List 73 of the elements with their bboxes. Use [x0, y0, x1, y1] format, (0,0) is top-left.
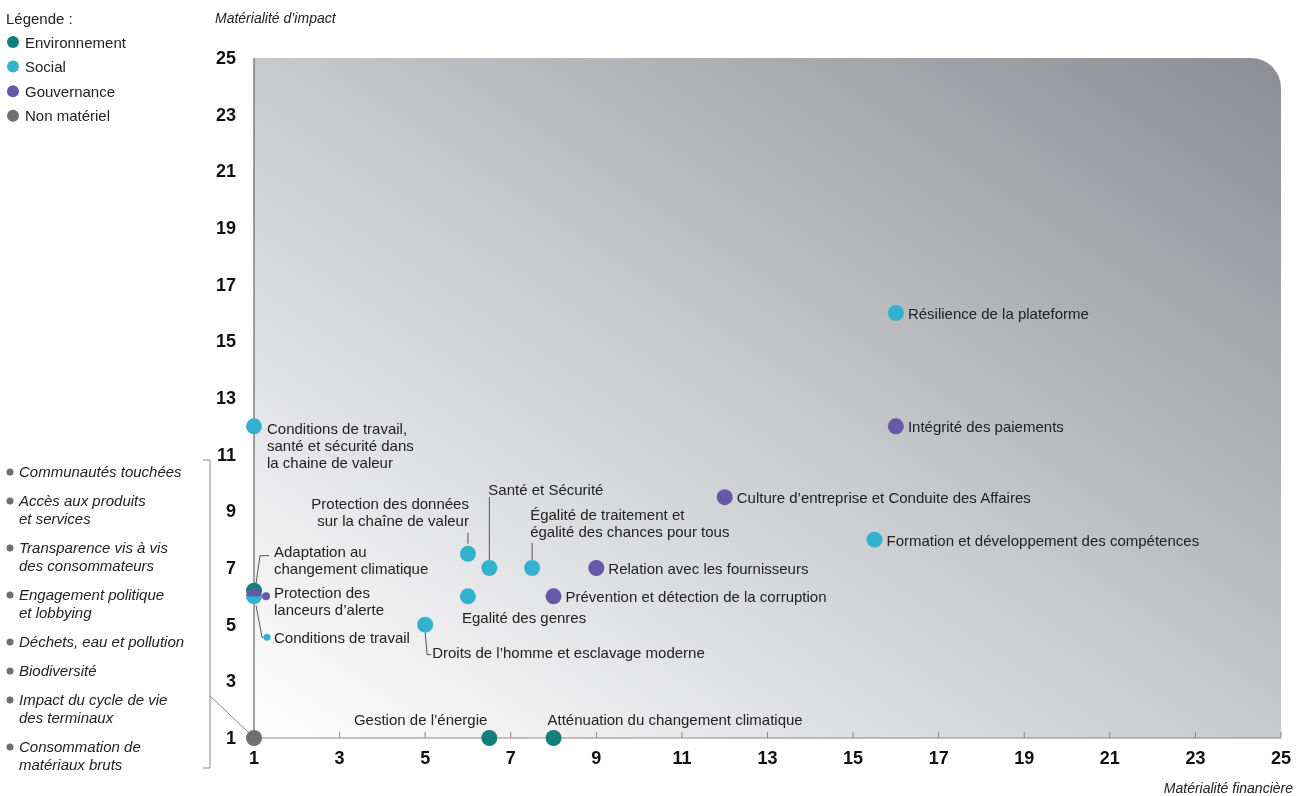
- y-tick-label: 15: [215, 331, 236, 352]
- x-tick-label: 9: [591, 748, 602, 768]
- annotation: Atténuation du changement climatique: [547, 710, 803, 728]
- text: Biodiversité: [19, 661, 97, 679]
- point: [716, 489, 733, 506]
- annotation: Adaptation au changement climatique: [274, 542, 429, 577]
- point: [545, 588, 562, 605]
- annotation: Culture d’entreprise et Conduite des Affaires: [736, 488, 1031, 506]
- y-tick-label: 19: [215, 218, 236, 238]
- y-tick-label: 17: [215, 274, 236, 295]
- legend-label: Environnement: [25, 33, 127, 51]
- y-tick-label: 21: [215, 161, 236, 182]
- x-tick-label: 25: [1270, 748, 1292, 768]
- x-tick-label: 13: [757, 748, 778, 768]
- legend-title: Légende :: [6, 9, 73, 27]
- y-tick-label: 1: [225, 728, 236, 748]
- point: [246, 418, 262, 435]
- annotation: Droits de l’homme et esclavage moderne: [432, 643, 705, 661]
- annotation: Protection des données sur la chaîne de valeur: [311, 494, 469, 529]
- x-tick-label: 1: [248, 748, 260, 768]
- y-axis-title: Matérialité d’impact: [215, 10, 337, 26]
- annotation: Santé et Sécurité: [488, 480, 604, 498]
- point: [481, 730, 498, 746]
- text: Transparence vis à vis des consommateurs: [19, 538, 169, 574]
- point: [887, 418, 904, 435]
- text: Impact du cycle de vie des terminaux: [19, 690, 168, 726]
- point: [459, 588, 476, 605]
- annotation: Égalité de traitement et égalité des chances pour tous: [530, 505, 730, 540]
- text: Accès aux produits et services: [18, 491, 147, 527]
- y-tick-label: 7: [225, 558, 236, 578]
- annotation: Gestion de l’énergie: [353, 710, 488, 728]
- legend-label: Gouvernance: [25, 82, 116, 100]
- text: Déchets, eau et pollution: [19, 632, 185, 650]
- point: [545, 730, 562, 746]
- y-tick-label: 25: [215, 48, 236, 68]
- x-tick-label: 5: [420, 748, 431, 768]
- x-tick-label: 21: [1099, 748, 1120, 768]
- x-tick-label: 23: [1185, 748, 1206, 768]
- x-axis-title: Matérialité financière: [1163, 780, 1294, 796]
- y-tick-label: 3: [225, 671, 236, 692]
- annotation: Intégrité des paiements: [907, 417, 1064, 435]
- annotation: Formation et développement des compétences: [886, 531, 1200, 549]
- y-tick-label: 13: [215, 388, 236, 408]
- y-tick-label: 9: [225, 501, 236, 522]
- legend-label: Social: [25, 58, 66, 76]
- x-tick-label: 15: [843, 748, 864, 768]
- annotation: Relation avec les fournisseurs: [608, 559, 809, 577]
- text: Communautés touchées: [19, 462, 183, 480]
- point: [246, 730, 262, 746]
- text: Engagement politique et lobbying: [19, 585, 165, 621]
- x-tick-label: 7: [505, 748, 516, 768]
- annotation: Protection des lanceurs d’alerte: [274, 583, 385, 618]
- x-tick-label: 17: [928, 748, 949, 768]
- text: Consommation de matériaux bruts: [19, 737, 141, 773]
- point: [866, 531, 883, 548]
- annotation: Résilience de la plateforme: [907, 304, 1089, 322]
- point: [481, 560, 498, 576]
- annotation: Egalité des genres: [461, 608, 587, 626]
- annotation: Conditions de travail: [274, 628, 410, 646]
- point: [588, 560, 605, 576]
- annotation: Conditions de travail, santé et sécurité dans la chaine de valeur: [267, 419, 414, 471]
- legend-label: Non matériel: [25, 107, 111, 125]
- point: [417, 616, 434, 633]
- y-tick-label: 23: [215, 104, 236, 125]
- y-tick-label: 11: [216, 444, 236, 465]
- x-tick-label: 19: [1014, 748, 1035, 768]
- point: [524, 560, 541, 576]
- x-tick-label: 3: [334, 748, 345, 768]
- point: [459, 545, 476, 562]
- annotation: Prévention et détection de la corruption: [565, 587, 827, 605]
- y-tick-label: 5: [225, 614, 236, 635]
- x-tick-label: 11: [672, 748, 692, 768]
- point: [887, 305, 904, 321]
